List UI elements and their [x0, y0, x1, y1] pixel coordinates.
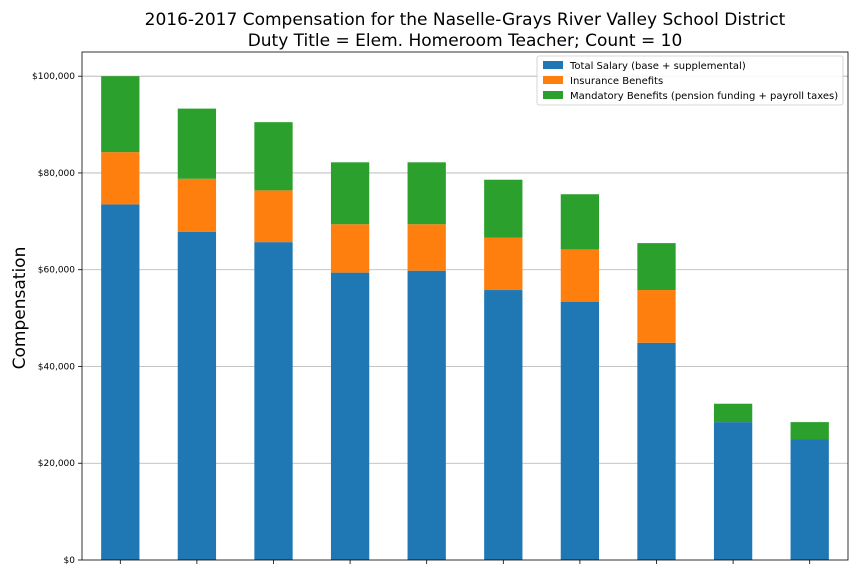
bar-total-salary: [177, 231, 217, 560]
y-tick-label: $100,000: [32, 72, 75, 82]
bar-insurance-benefits: [637, 290, 676, 343]
bar-mandatory-benefits: [330, 162, 370, 225]
bar-total-salary: [713, 422, 753, 560]
bar-total-salary: [407, 270, 446, 560]
bar-total-salary: [254, 242, 293, 560]
bar-total-salary: [637, 342, 676, 560]
bar-mandatory-benefits: [254, 122, 293, 191]
y-tick-label: $20,000: [38, 459, 75, 469]
y-tick-label: $60,000: [38, 266, 75, 276]
bar-mandatory-benefits: [713, 403, 753, 423]
y-axis-ticks: $0 $20,000 $40,000 $60,000 $80,000 $100,000: [32, 72, 82, 566]
bar-insurance-benefits: [330, 224, 370, 273]
plot-frame: [81, 51, 849, 561]
bar-total-salary: [330, 272, 370, 560]
legend-label-insurance-benefits: Insurance Benefits: [570, 76, 663, 87]
legend-swatch-insurance-benefits: [543, 76, 563, 84]
y-tick-label: $40,000: [38, 362, 75, 372]
chart-title-line2: Duty Title = Elem. Homeroom Teacher; Cou…: [248, 31, 683, 51]
y-tick-label: $0: [64, 556, 76, 566]
legend-label-mandatory-benefits: Mandatory Benefits (pension funding + pa…: [570, 91, 838, 102]
axes: [81, 51, 849, 561]
bar-total-salary: [560, 301, 600, 560]
bar-insurance-benefits: [177, 178, 217, 232]
y-tick-label: $80,000: [38, 169, 75, 179]
bars: [101, 76, 829, 560]
bar-mandatory-benefits: [484, 179, 523, 238]
bar-total-salary: [101, 204, 140, 560]
bar-mandatory-benefits: [560, 194, 600, 250]
legend-swatch-mandatory-benefits: [543, 91, 563, 99]
legend: Total Salary (base + supplemental) Insur…: [536, 55, 844, 106]
bar-total-salary: [790, 439, 829, 560]
bar-mandatory-benefits: [790, 422, 829, 440]
legend-frame: [536, 55, 844, 106]
bar-insurance-benefits: [101, 152, 140, 205]
y-axis-label: Compensation: [10, 247, 30, 370]
legend-label-total-salary: Total Salary (base + supplemental): [569, 61, 746, 72]
bar-mandatory-benefits: [101, 76, 140, 153]
bar-mandatory-benefits: [637, 243, 676, 291]
bar-insurance-benefits: [254, 190, 293, 243]
x-axis-ticks: [119, 560, 811, 564]
bar-mandatory-benefits: [177, 108, 217, 179]
bar-insurance-benefits: [560, 249, 600, 302]
bar-insurance-benefits: [407, 224, 446, 271]
bar-mandatory-benefits: [407, 162, 446, 225]
chart-title-line1: 2016-2017 Compensation for the Naselle-G…: [145, 10, 786, 30]
legend-swatch-total-salary: [543, 61, 563, 69]
bar-insurance-benefits: [484, 237, 523, 291]
bar-total-salary: [484, 290, 523, 560]
